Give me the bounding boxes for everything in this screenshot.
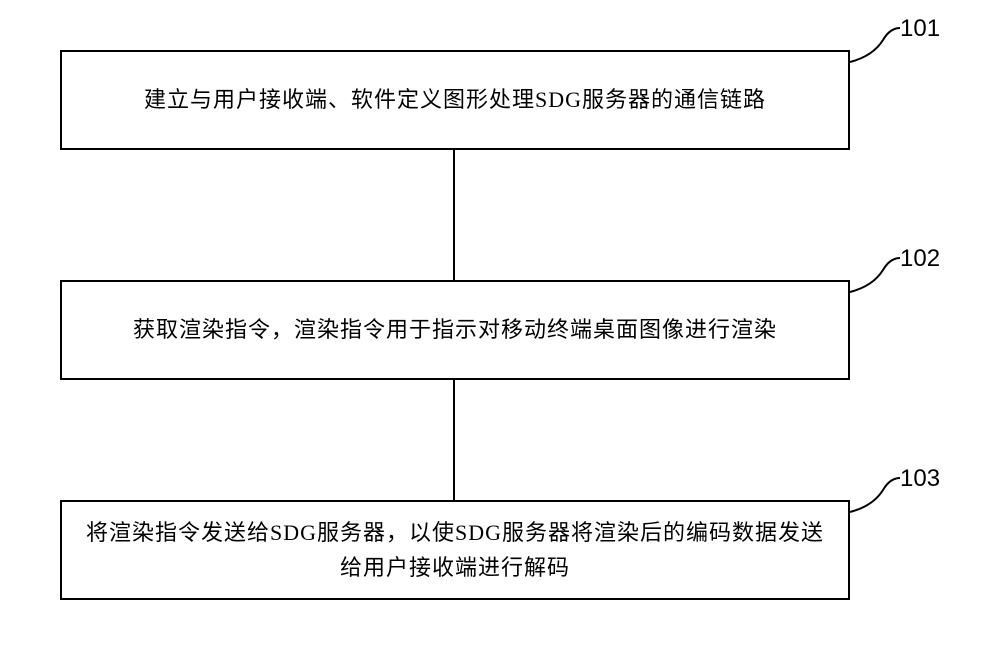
callout-3 (848, 470, 908, 520)
flow-step-2: 获取渲染指令，渲染指令用于指示对移动终端桌面图像进行渲染 (60, 280, 850, 380)
step-label-3: 103 (900, 465, 940, 493)
step-label-1: 101 (900, 15, 940, 43)
step-label-2: 102 (900, 245, 940, 273)
flow-step-1: 建立与用户接收端、软件定义图形处理SDG服务器的通信链路 (60, 50, 850, 150)
callout-1 (848, 20, 908, 70)
flow-step-3-text: 将渲染指令发送给SDG服务器，以使SDG服务器将渲染后的编码数据发送给用户接收端… (82, 515, 828, 585)
callout-2 (848, 250, 908, 300)
flow-step-1-text: 建立与用户接收端、软件定义图形处理SDG服务器的通信链路 (144, 82, 766, 117)
flowchart-container: 建立与用户接收端、软件定义图形处理SDG服务器的通信链路 101 获取渲染指令，… (0, 0, 1000, 646)
connector-1-2 (453, 150, 455, 280)
flow-step-3: 将渲染指令发送给SDG服务器，以使SDG服务器将渲染后的编码数据发送给用户接收端… (60, 500, 850, 600)
connector-2-3 (453, 380, 455, 500)
flow-step-2-text: 获取渲染指令，渲染指令用于指示对移动终端桌面图像进行渲染 (133, 312, 777, 347)
